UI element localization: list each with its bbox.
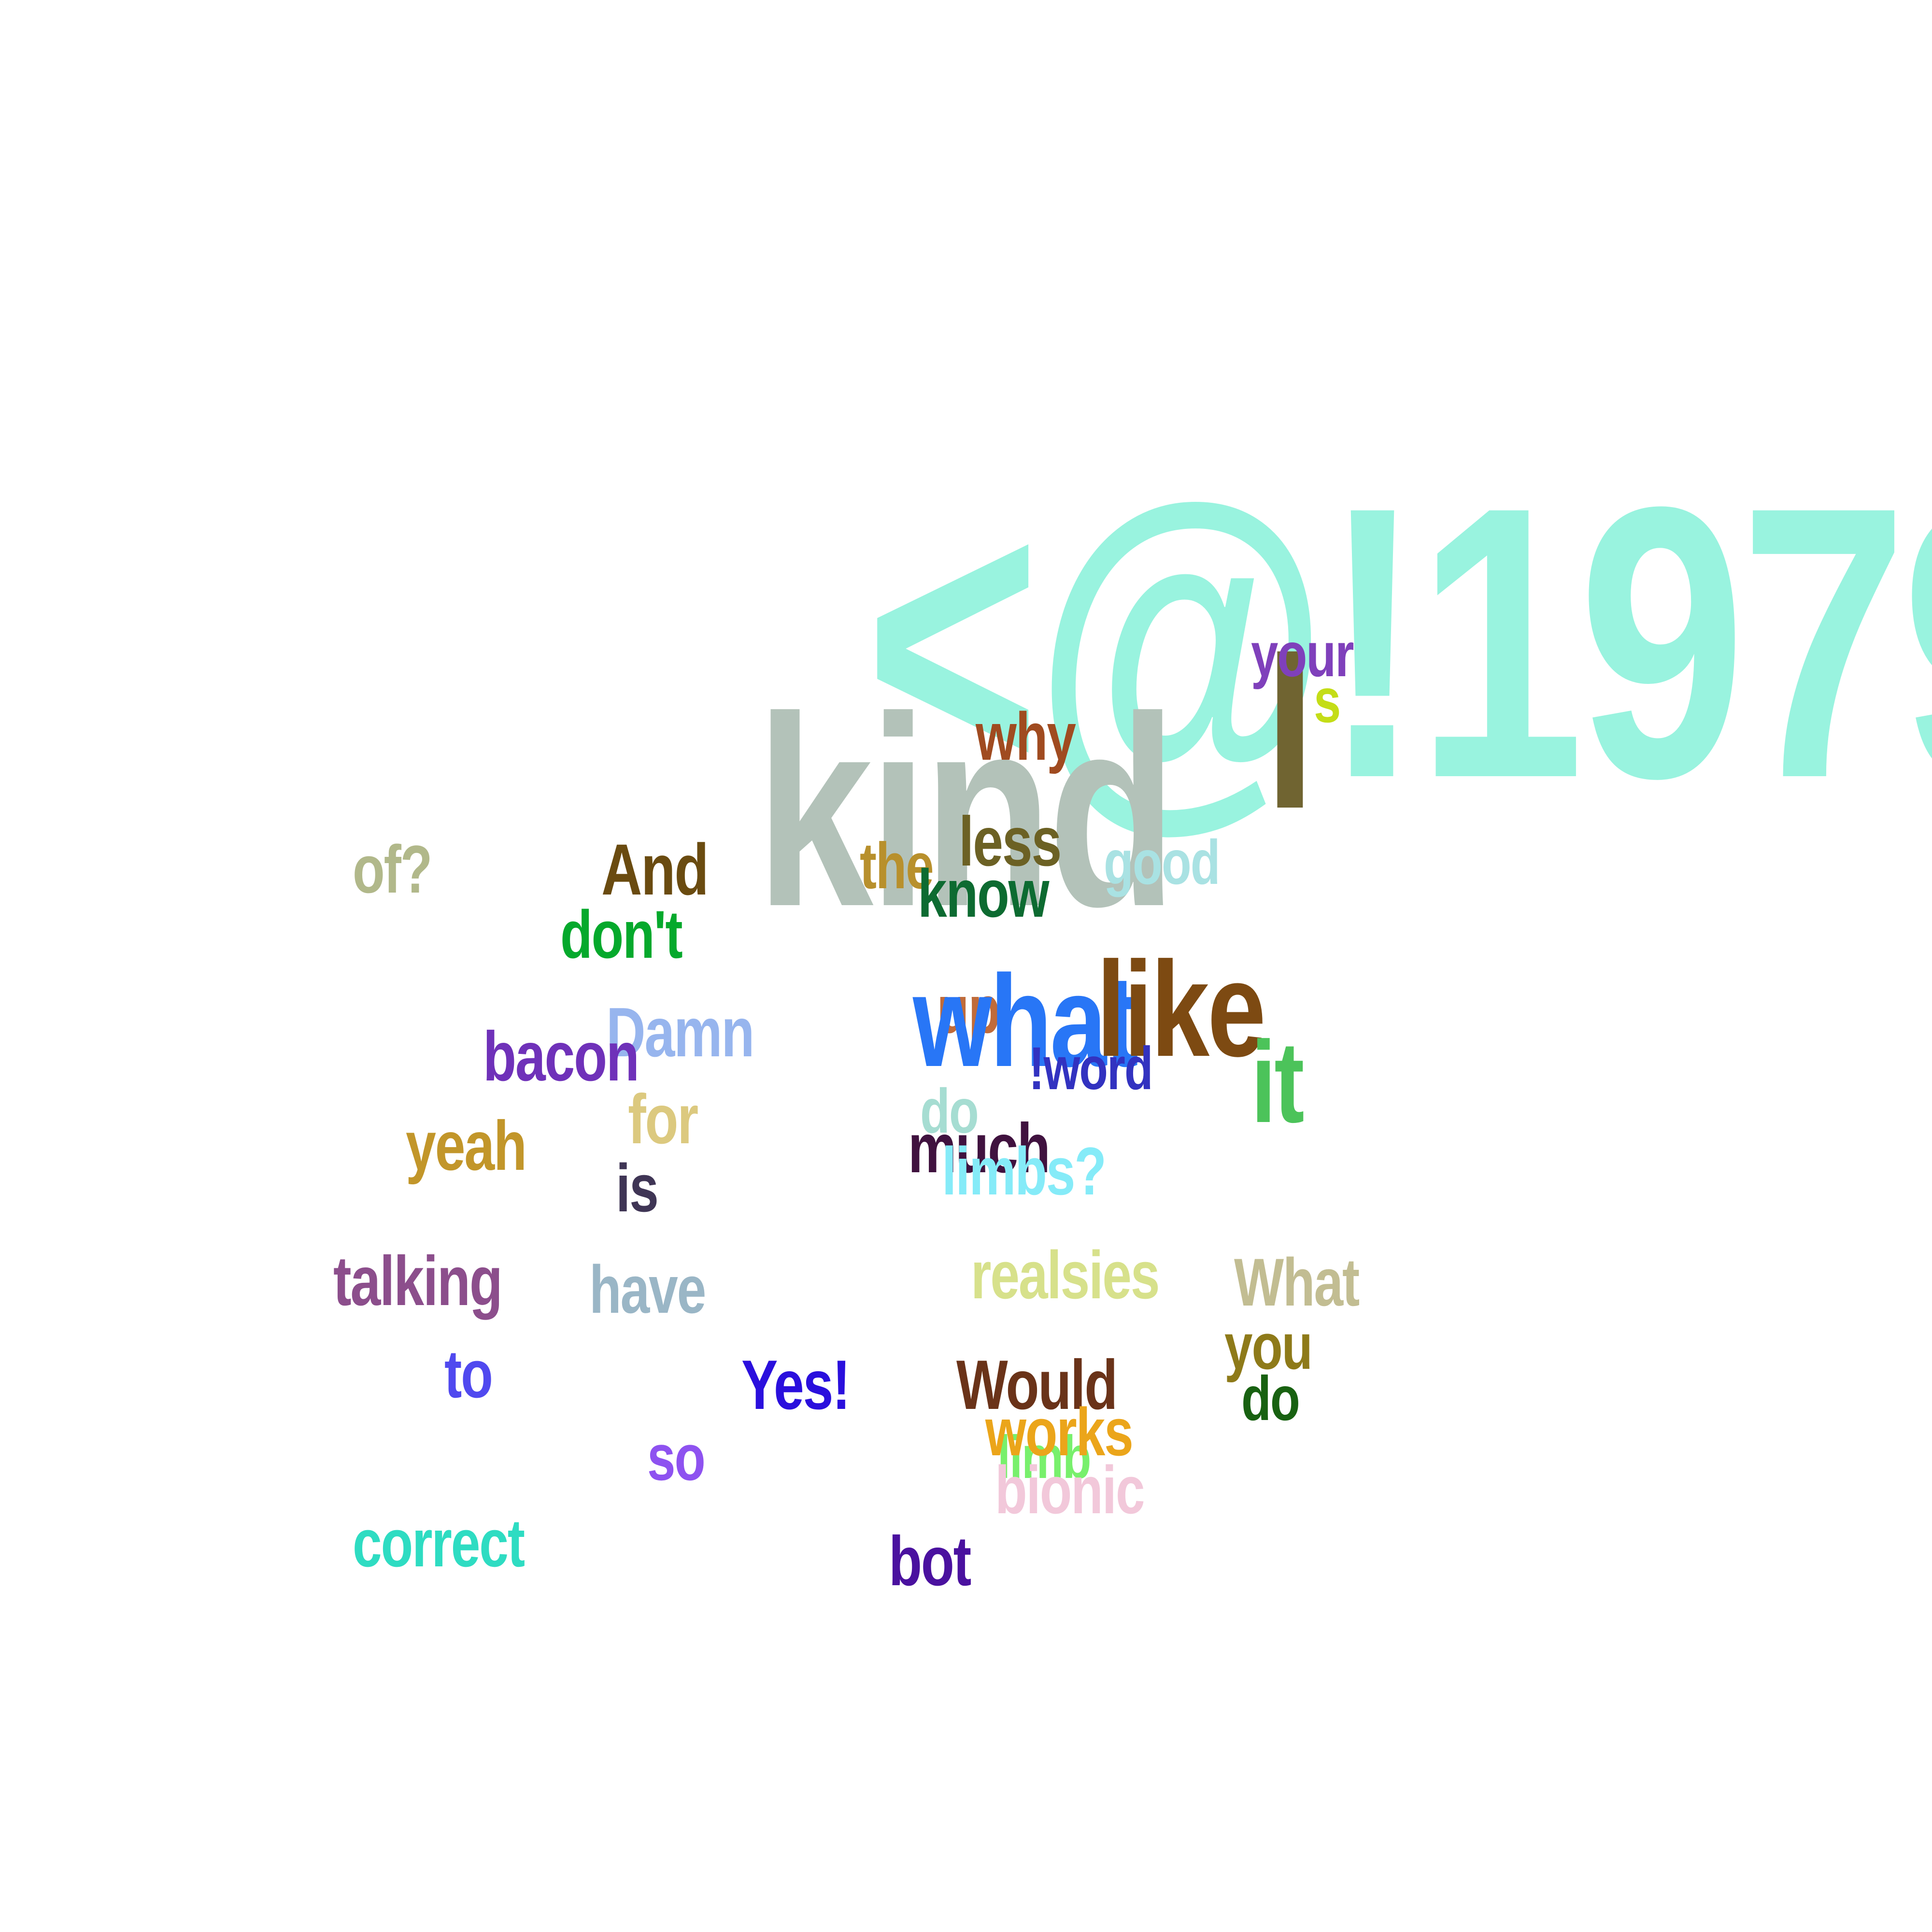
- word-like: like: [1096, 934, 1266, 1085]
- word-handle: <@!1979: [865, 426, 1932, 858]
- word-good: good: [1104, 827, 1221, 897]
- word-what-cap: What: [1234, 1244, 1360, 1320]
- word-have: have: [589, 1251, 706, 1327]
- word-you: you: [1224, 1310, 1313, 1383]
- word-do: do: [1241, 1363, 1300, 1434]
- word-and: And: [601, 829, 709, 910]
- word-of: of?: [353, 831, 432, 907]
- word-is: is: [616, 1150, 659, 1226]
- word-realsies: realsies: [971, 1237, 1160, 1313]
- word-i-big: I: [1265, 602, 1315, 856]
- word-to: to: [444, 1336, 493, 1412]
- word-the: the: [860, 829, 934, 902]
- word-why: why: [976, 698, 1076, 774]
- word-word: !word: [1029, 1035, 1153, 1102]
- word-damn: Damn: [606, 993, 754, 1071]
- word-your: your: [1251, 619, 1354, 690]
- word-would: Would: [956, 1346, 1118, 1424]
- word-bacon: bacon: [483, 1017, 639, 1095]
- word-what: what: [913, 949, 1138, 1094]
- word-do-faint: do: [920, 1076, 979, 1146]
- word-correct: correct: [353, 1505, 525, 1581]
- word-less: less: [959, 802, 1062, 881]
- word-up: up: [937, 971, 1000, 1047]
- word-dont: don't: [560, 896, 683, 972]
- word-yeah: yeah: [406, 1107, 527, 1185]
- word-bot: bot: [889, 1522, 971, 1600]
- word-know: know: [918, 855, 1050, 931]
- word-limbs: limbs?: [942, 1133, 1107, 1209]
- word-it: it: [1251, 1017, 1305, 1147]
- word-limb: limb: [997, 1424, 1092, 1491]
- word-works: works: [985, 1394, 1134, 1470]
- word-talking: talking: [333, 1242, 503, 1320]
- word-lime-fragment: s: [1314, 665, 1341, 736]
- word-kind: kind: [756, 660, 1177, 963]
- word-much: much: [908, 1109, 1051, 1187]
- word-for: for: [628, 1080, 698, 1158]
- word-yes: Yes!: [741, 1346, 851, 1424]
- word-so: so: [647, 1421, 706, 1494]
- word-bionic: bionic: [995, 1452, 1145, 1528]
